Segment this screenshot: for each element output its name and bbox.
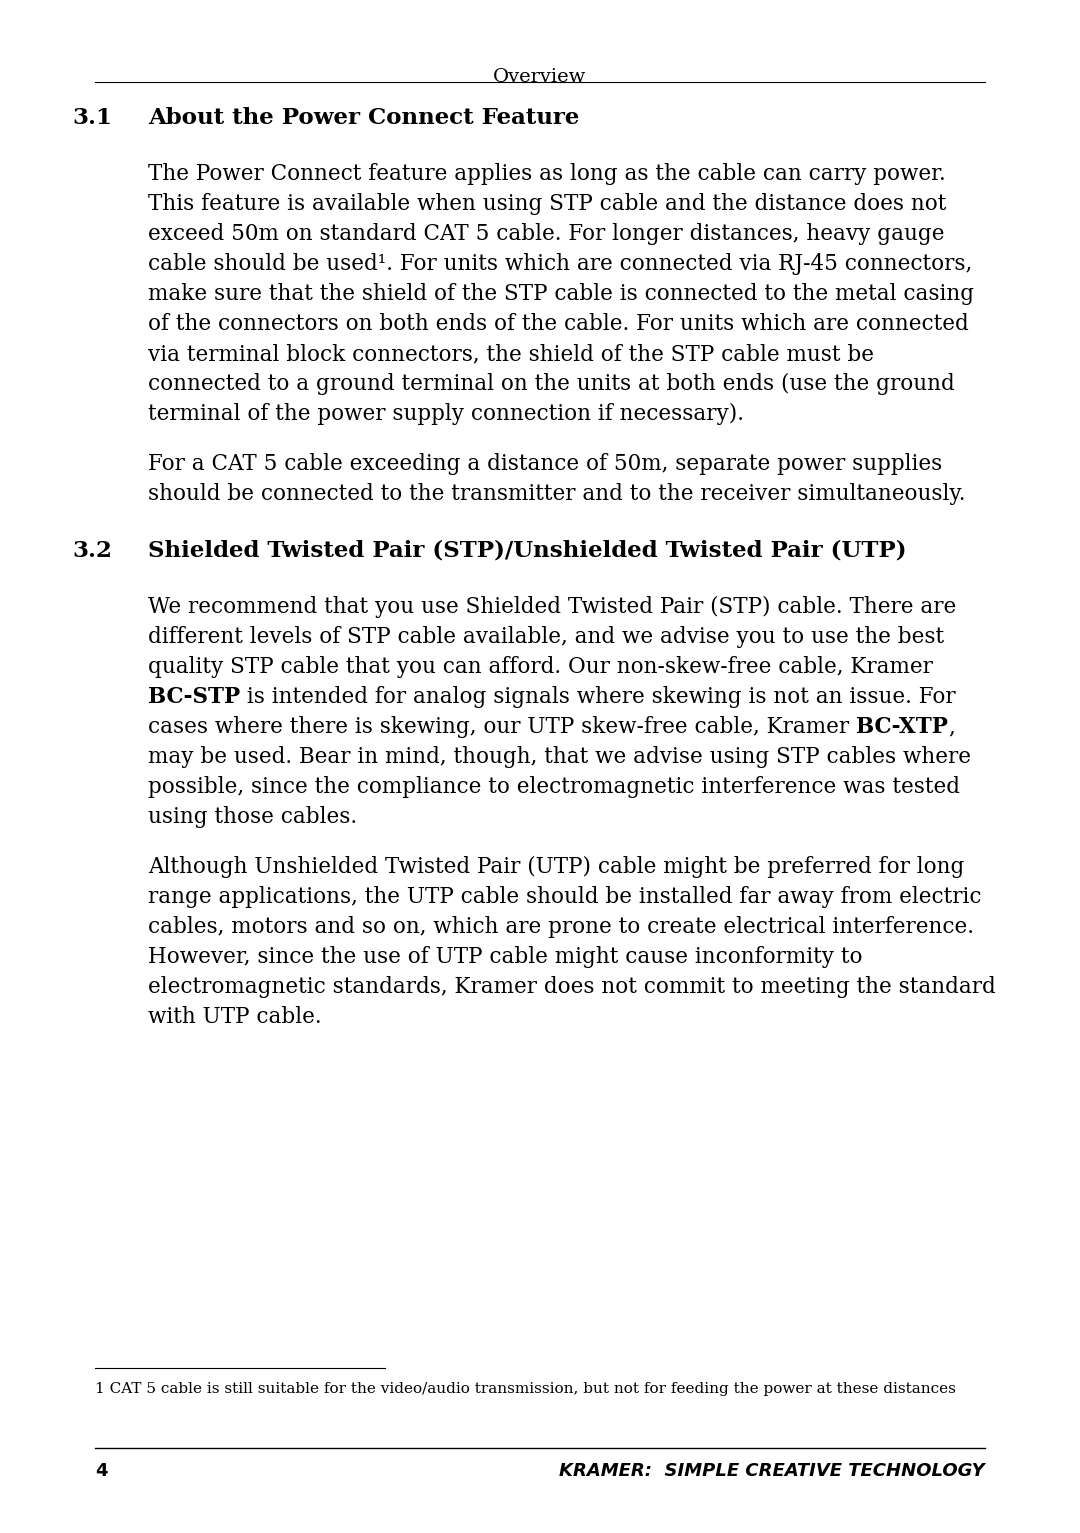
Text: make sure that the shield of the STP cable is connected to the metal casing: make sure that the shield of the STP cab… xyxy=(148,284,974,305)
Text: possible, since the compliance to electromagnetic interference was tested: possible, since the compliance to electr… xyxy=(148,776,960,799)
Text: 3.1: 3.1 xyxy=(72,107,112,129)
Text: BC-XTP: BC-XTP xyxy=(856,716,948,737)
Text: is intended for analog signals where skewing is not an issue. For: is intended for analog signals where ske… xyxy=(240,685,956,708)
Text: different levels of STP cable available, and we advise you to use the best: different levels of STP cable available,… xyxy=(148,625,944,648)
Text: connected to a ground terminal on the units at both ends (use the ground: connected to a ground terminal on the un… xyxy=(148,373,955,396)
Text: electromagnetic standards, Kramer does not commit to meeting the standard: electromagnetic standards, Kramer does n… xyxy=(148,977,996,998)
Text: About the Power Connect Feature: About the Power Connect Feature xyxy=(148,107,579,129)
Text: via terminal block connectors, the shield of the STP cable must be: via terminal block connectors, the shiel… xyxy=(148,343,874,365)
Text: terminal of the power supply connection if necessary).: terminal of the power supply connection … xyxy=(148,403,744,425)
Text: BC-STP: BC-STP xyxy=(148,685,240,708)
Text: ,: , xyxy=(948,716,955,737)
Text: cases where there is skewing, our UTP skew-free cable, Kramer: cases where there is skewing, our UTP sk… xyxy=(148,716,856,737)
Text: KRAMER:  SIMPLE CREATIVE TECHNOLOGY: KRAMER: SIMPLE CREATIVE TECHNOLOGY xyxy=(559,1462,985,1479)
Text: exceed 50m on standard CAT 5 cable. For longer distances, heavy gauge: exceed 50m on standard CAT 5 cable. For … xyxy=(148,222,945,245)
Text: For a CAT 5 cable exceeding a distance of 50m, separate power supplies: For a CAT 5 cable exceeding a distance o… xyxy=(148,452,942,475)
Text: cables, motors and so on, which are prone to create electrical interference.: cables, motors and so on, which are pron… xyxy=(148,917,974,938)
Text: The Power Connect feature applies as long as the cable can carry power.: The Power Connect feature applies as lon… xyxy=(148,162,946,185)
Text: 4: 4 xyxy=(95,1462,108,1479)
Text: should be connected to the transmitter and to the receiver simultaneously.: should be connected to the transmitter a… xyxy=(148,483,966,504)
Text: 1 CAT 5 cable is still suitable for the video/audio transmission, but not for fe: 1 CAT 5 cable is still suitable for the … xyxy=(95,1383,956,1397)
Text: using those cables.: using those cables. xyxy=(148,806,357,828)
Text: may be used. Bear in mind, though, that we advise using STP cables where: may be used. Bear in mind, though, that … xyxy=(148,747,971,768)
Text: 3.2: 3.2 xyxy=(72,540,112,563)
Text: However, since the use of UTP cable might cause inconformity to: However, since the use of UTP cable migh… xyxy=(148,946,863,967)
Text: of the connectors on both ends of the cable. For units which are connected: of the connectors on both ends of the ca… xyxy=(148,313,969,336)
Text: Shielded Twisted Pair (STP)/Unshielded Twisted Pair (UTP): Shielded Twisted Pair (STP)/Unshielded T… xyxy=(148,540,906,563)
Text: This feature is available when using STP cable and the distance does not: This feature is available when using STP… xyxy=(148,193,946,215)
Text: range applications, the UTP cable should be installed far away from electric: range applications, the UTP cable should… xyxy=(148,886,982,908)
Text: Although Unshielded Twisted Pair (UTP) cable might be preferred for long: Although Unshielded Twisted Pair (UTP) c… xyxy=(148,855,964,878)
Text: quality STP cable that you can afford. Our non-skew-free cable, Kramer: quality STP cable that you can afford. O… xyxy=(148,656,933,678)
Text: cable should be used¹. For units which are connected via RJ-45 connectors,: cable should be used¹. For units which a… xyxy=(148,253,972,274)
Text: with UTP cable.: with UTP cable. xyxy=(148,1006,322,1029)
Text: Overview: Overview xyxy=(494,67,586,86)
Text: We recommend that you use Shielded Twisted Pair (STP) cable. There are: We recommend that you use Shielded Twist… xyxy=(148,596,956,618)
